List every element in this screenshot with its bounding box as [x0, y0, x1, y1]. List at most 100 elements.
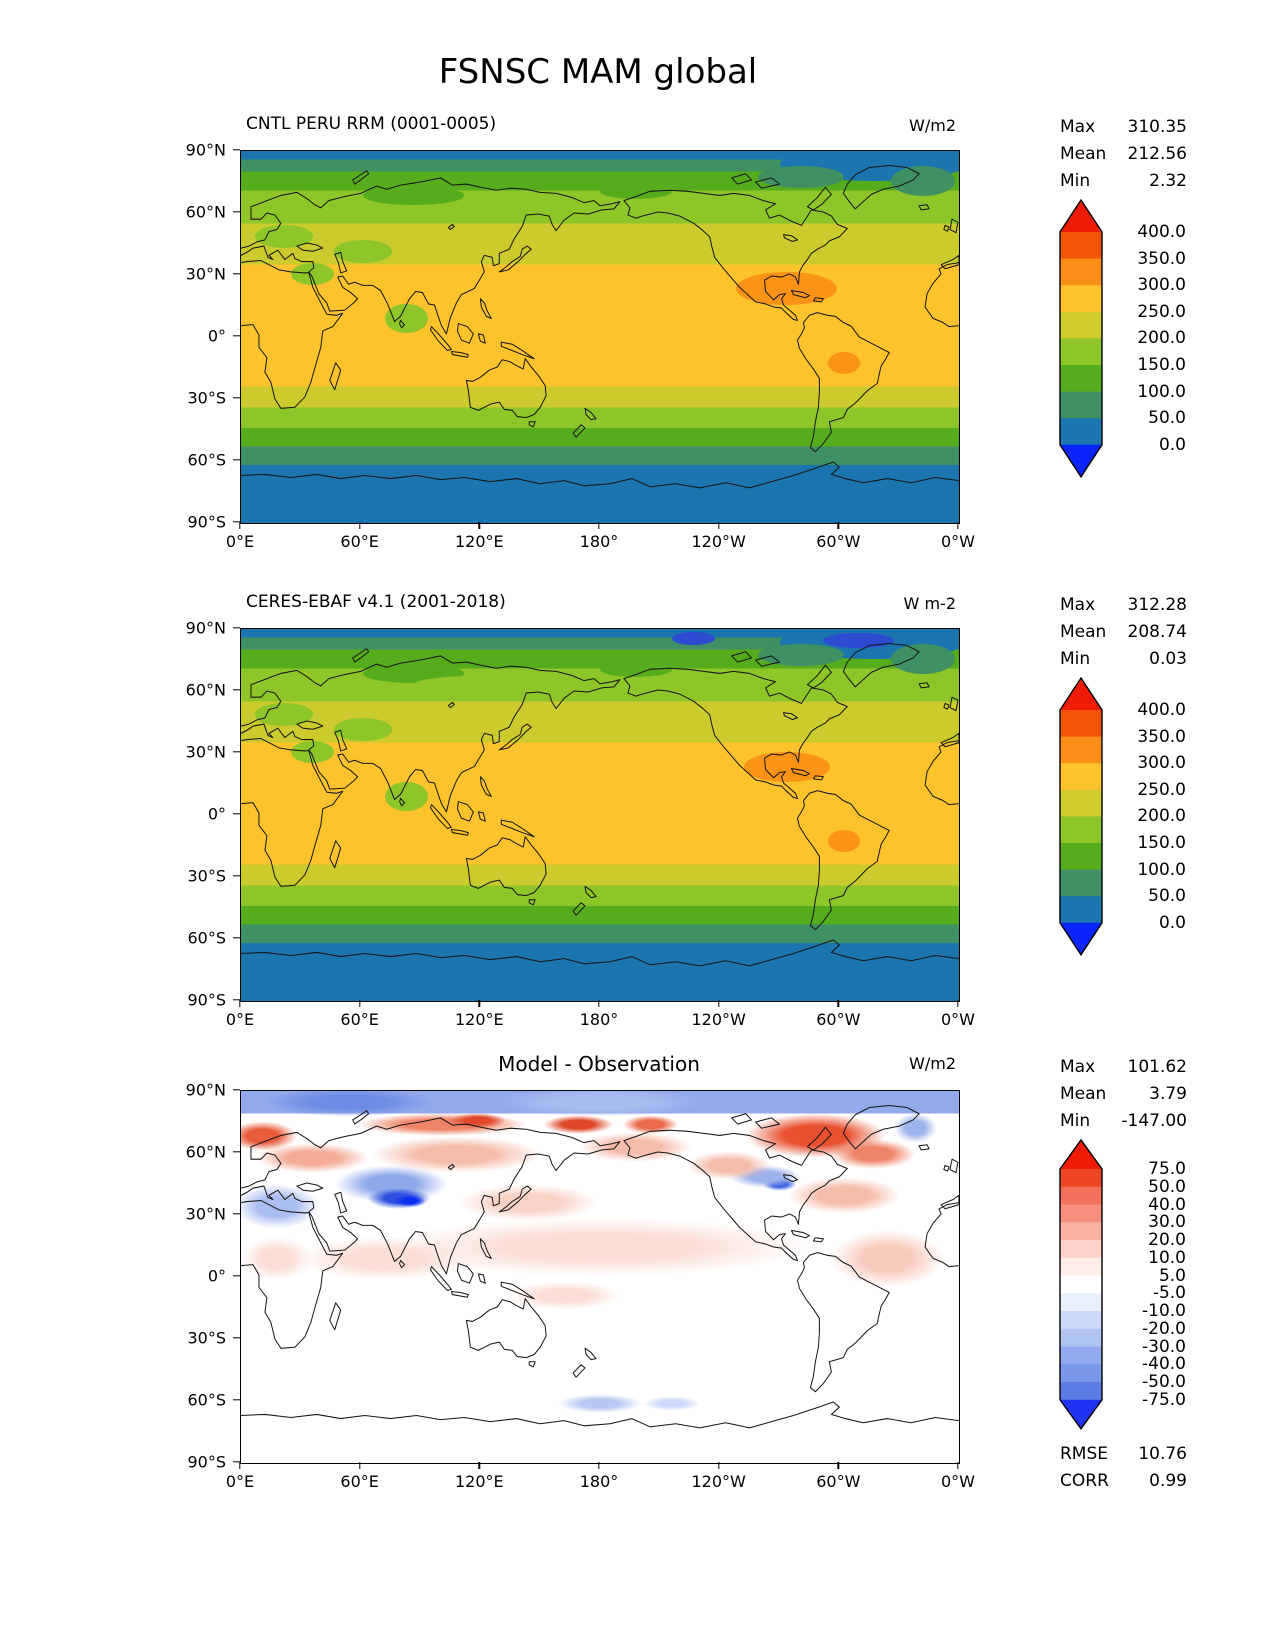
colorbar-tick-label: 250.0 [1137, 301, 1186, 322]
y-tick-mark [233, 211, 240, 213]
stat-label: Min [1060, 1111, 1091, 1131]
stat-label: RMSE [1060, 1444, 1109, 1464]
stat-value: 208.74 [1127, 622, 1187, 642]
colorbar-tick-label: 250.0 [1137, 779, 1186, 800]
stat-value: 0.03 [1149, 649, 1187, 669]
y-tick-mark [233, 1151, 240, 1153]
field-blob [456, 1184, 600, 1222]
panel3-colorbar: 75.0 50.0 40.0 30.0 20.0 10.0 5.0 -5.0 -10.0 -20.… [1059, 1138, 1186, 1430]
stat-value: 101.62 [1127, 1057, 1187, 1077]
x-tick-label: 0°E [225, 1010, 255, 1029]
stat-row: CORR 0.99 [1060, 1468, 1187, 1495]
field-blob [894, 1113, 938, 1144]
x-tick-label: 60°W [816, 1010, 861, 1029]
y-tick-mark [233, 149, 240, 151]
x-tick-mark [598, 1462, 600, 1469]
colorbar-tick-label: -5.0 [1152, 1283, 1186, 1304]
field-blob [255, 1143, 371, 1173]
field-blob [241, 1236, 313, 1281]
x-tick-label: 0°W [941, 532, 975, 551]
y-tick-mark [233, 273, 240, 275]
x-tick-label: 120°W [691, 1010, 746, 1029]
stat-value: 3.79 [1149, 1084, 1187, 1104]
x-tick-mark [358, 1000, 361, 1007]
colorbar-tick-label: 350.0 [1137, 248, 1186, 269]
colorbar-tick-label: 150.0 [1137, 833, 1186, 853]
colorbar-tick-label: 40.0 [1148, 1194, 1186, 1215]
y-tick-label: 30°S [187, 1328, 226, 1348]
panel3-titlebar: Model - Observation W/m2 [240, 1052, 958, 1078]
stat-row: Min 2.32 [1060, 168, 1187, 195]
x-tick-mark [598, 1000, 600, 1007]
colorbar-tick-label: 400.0 [1137, 700, 1186, 720]
field-blob [643, 1396, 701, 1411]
y-tick-label: 60°S [187, 450, 226, 470]
stat-row: RMSE 10.76 [1060, 1441, 1187, 1468]
x-tick-mark [598, 522, 600, 529]
colorbar-tick-label: 50.0 [1148, 886, 1186, 907]
colorbar-svg [1059, 676, 1103, 957]
colorbar-tick-label: 5.0 [1158, 1265, 1186, 1286]
stat-label: Mean [1060, 1084, 1107, 1104]
colorbar-svg [1059, 1138, 1103, 1430]
x-tick-mark [478, 1000, 481, 1007]
stat-row: Max 101.62 [1060, 1054, 1187, 1081]
field-blob [334, 718, 392, 741]
panel3-map [240, 1090, 960, 1464]
x-tick-mark [478, 1462, 481, 1469]
y-tick-label: 90°N [185, 140, 226, 160]
field-blob [384, 303, 428, 334]
field-blob [291, 740, 335, 763]
colorbar-tick-label: -50.0 [1142, 1372, 1186, 1392]
panel1-colorbar: 400.0 350.0 300.0 250.0 200.0 150.0 100.0 50.0 0… [1059, 198, 1186, 479]
field-blob [757, 165, 845, 189]
x-tick-mark [358, 522, 361, 529]
y-tick-mark [233, 1461, 240, 1463]
x-tick-label: 60°W [816, 532, 861, 551]
field-blob [829, 1139, 916, 1170]
x-tick-label: 60°E [340, 532, 379, 551]
stat-value: 312.28 [1127, 595, 1187, 615]
stat-label: Max [1060, 1057, 1096, 1077]
y-tick-mark [233, 1213, 240, 1215]
x-tick-mark [837, 1000, 840, 1007]
panel3-stats: Max 101.62 Mean 3.79 Min -147.00 [1060, 1054, 1187, 1135]
y-tick-label: 90°N [185, 1080, 226, 1100]
x-tick-label: 180° [579, 1010, 619, 1029]
x-tick-mark [239, 1462, 241, 1469]
colorbar-tick-label: 50.0 [1148, 1176, 1186, 1197]
colorbar-tick-label: -30.0 [1142, 1336, 1186, 1357]
field-blob [621, 1115, 679, 1134]
panel1-y-axis: 90°N 60°N 30°N 0° 30°S 60°S 90°S [150, 141, 240, 532]
y-tick-label: 60°S [187, 928, 226, 948]
field-blob [890, 643, 956, 674]
x-tick-mark [837, 1462, 840, 1469]
y-tick-label: 0° [207, 326, 226, 346]
y-tick-mark [233, 335, 240, 337]
stat-label: Mean [1060, 144, 1107, 164]
panel2-units: W m-2 [903, 594, 956, 613]
panel2-titlebar: CERES-EBAF v4.1 (2001-2018) W m-2 [240, 592, 958, 618]
stat-label: Min [1060, 171, 1091, 191]
y-tick-label: 0° [207, 804, 226, 824]
colorbar-tick-label: 350.0 [1137, 726, 1186, 747]
stat-label: Max [1060, 117, 1096, 137]
y-tick-label: 30°S [187, 866, 226, 886]
stat-value: 212.56 [1127, 144, 1187, 164]
stat-row: Max 312.28 [1060, 592, 1187, 619]
panel1-stats: Max 310.35 Mean 212.56 Min 2.32 [1060, 114, 1187, 195]
x-tick-label: 180° [579, 1472, 619, 1491]
field-blob [556, 1394, 644, 1413]
y-tick-mark [233, 459, 240, 461]
x-tick-mark [717, 1000, 720, 1007]
y-tick-label: 90°S [187, 990, 226, 1010]
panel3-units: W/m2 [909, 1054, 956, 1073]
y-tick-label: 90°S [187, 512, 226, 532]
figure-title: FSNSC MAM global [438, 52, 758, 92]
field-blob [786, 1176, 902, 1214]
field-blob [334, 240, 392, 263]
field-blob [413, 675, 543, 695]
x-tick-label: 120°W [691, 532, 746, 551]
field-blob [492, 1091, 708, 1118]
colorbar-tick-label: 300.0 [1137, 753, 1186, 774]
